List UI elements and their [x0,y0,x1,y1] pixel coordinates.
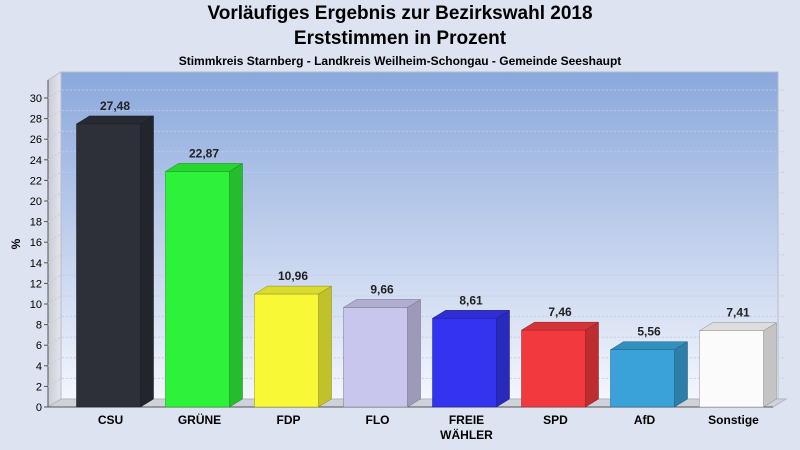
bar-side [140,115,154,408]
gridline [47,171,786,181]
bar-front [343,307,408,408]
x-tick-label: AfD [634,413,656,427]
bar-top [431,310,511,319]
bar-sonstige: 7,41 [698,306,778,408]
bar-csu: 27,48 [75,99,155,408]
y-tick-label: 18 [30,217,42,229]
data-label: 9,66 [370,283,394,297]
gridline [47,357,786,367]
gridline [47,233,786,243]
gridline [47,295,786,305]
bar-top [698,322,778,331]
gridline [47,89,786,99]
bar-grüne: 22,87 [164,146,244,408]
x-tick-label: FREIE [449,413,484,427]
bar-top [609,341,689,350]
bar-spd: 7,46 [520,305,600,408]
y-tick-label: 16 [30,237,42,249]
gridline [47,274,786,284]
gridline [47,151,786,161]
bar-side [407,299,421,408]
bar-side [674,341,688,408]
x-tick-label: FDP [277,413,301,427]
x-tick-label: WÄHLER [440,427,493,442]
bar-front [521,329,586,408]
y-tick-label: 30 [30,93,42,105]
bar-flo: 9,66 [342,283,422,408]
y-tick-label: 28 [30,114,42,126]
gridline [47,254,786,264]
x-tick-label: CSU [98,413,123,427]
plot-side-wall [47,71,62,408]
bar-side [318,285,332,408]
data-label: 10,96 [278,269,308,283]
bar-side [763,322,777,408]
bar-top [75,115,155,125]
bar-front [699,330,764,408]
bar-side [585,321,599,408]
bar-side [229,162,243,408]
chart-caption: Stimmkreis Starnberg - Landkreis Weilhei… [178,54,622,68]
bar-top [520,321,600,331]
gridline [47,110,786,120]
y-tick-label: 6 [36,340,42,352]
y-tick-label: 2 [36,381,42,393]
bar-front [610,349,675,408]
y-tick-label: 0 [36,402,42,414]
x-tick-label: SPD [543,413,568,427]
bar-side [496,309,510,408]
y-tick-label: 4 [36,361,42,373]
bar-front [254,293,319,408]
bar-front [165,171,230,408]
y-tick-label: 22 [30,175,42,187]
y-axis-label: % [9,238,23,249]
y-tick-label: 10 [30,299,42,311]
gridline [47,336,786,346]
y-tick-label: 14 [30,258,42,270]
bar-top [342,299,422,308]
gridline [47,316,786,326]
x-tick-label: FLO [366,413,390,427]
chart-subtitle: Erststimmen in Prozent [293,28,507,49]
bar-front [432,318,497,408]
y-tick-label: 8 [36,320,42,332]
bar-front [76,123,141,408]
gridline [47,213,786,223]
data-label: 5,56 [637,325,661,339]
x-tick-label: Sonstige [708,413,759,427]
x-tick-label: GRÜNE [178,412,221,427]
gridline [47,192,786,202]
data-label: 8,61 [459,293,483,307]
y-tick-label: 20 [30,196,42,208]
y-tick-label: 12 [30,278,42,290]
bar-fdp: 10,96 [253,269,333,408]
bar-freie: 8,61 [431,293,511,408]
data-label: 7,41 [726,306,750,320]
bar-afd: 5,56 [609,325,689,408]
y-tick-label: 24 [30,155,42,167]
gridline [47,130,786,140]
data-label: 22,87 [189,146,219,160]
data-label: 27,48 [100,99,130,113]
chart-title: Vorläufiges Ergebnis zur Bezirkswahl 201… [207,3,593,24]
bar-top [164,163,244,172]
data-label: 7,46 [548,305,572,319]
bar-top [253,285,333,295]
y-tick-label: 26 [30,134,42,146]
gridline [47,377,786,387]
